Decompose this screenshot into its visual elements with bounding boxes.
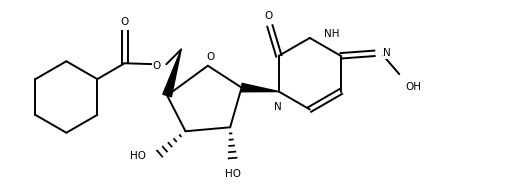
Text: O: O — [206, 52, 214, 62]
Text: NH: NH — [324, 29, 339, 39]
Polygon shape — [241, 83, 279, 92]
Text: OH: OH — [405, 82, 421, 92]
Polygon shape — [163, 49, 181, 97]
Text: N: N — [384, 48, 391, 58]
Text: O: O — [265, 11, 273, 21]
Text: N: N — [274, 102, 282, 113]
Text: O: O — [120, 17, 129, 27]
Text: HO: HO — [130, 151, 146, 161]
Text: O: O — [152, 61, 161, 71]
Text: HO: HO — [225, 169, 241, 179]
